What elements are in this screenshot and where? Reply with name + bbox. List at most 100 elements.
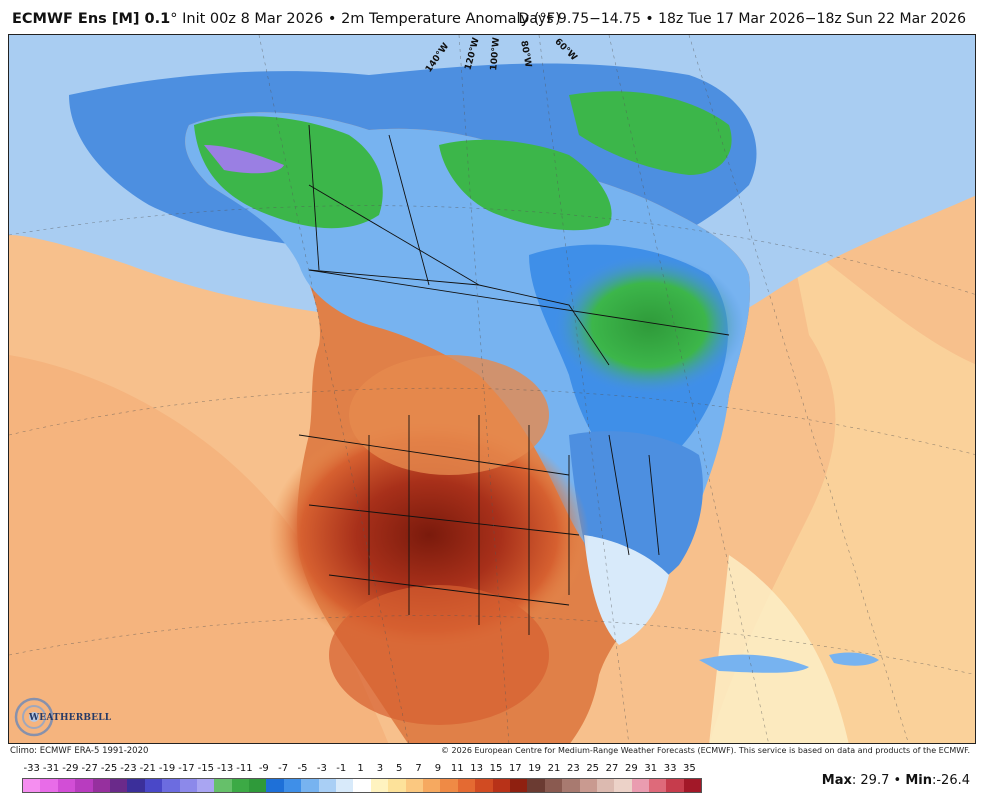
scale-swatch	[179, 779, 197, 792]
climo-note: Climo: ECMWF ERA-5 1991-2020	[10, 746, 149, 756]
scale-swatch	[440, 779, 458, 792]
scale-tick-label: 5	[396, 763, 403, 774]
scale-swatch	[614, 779, 632, 792]
scale-swatch	[422, 779, 441, 792]
graticule	[9, 35, 975, 743]
greenland	[569, 91, 732, 175]
scale-swatch	[492, 779, 510, 792]
scale-tick-label: -29	[62, 763, 79, 774]
scale-tick-label: 17	[508, 763, 522, 774]
temperature-anomaly-map	[9, 35, 975, 743]
header: ECMWF Ens [M] 0.1° Init 00z 8 Mar 2026 •…	[0, 0, 984, 34]
variable-name: 2m Temperature Anomaly (°F)	[341, 11, 561, 27]
cuba	[699, 654, 809, 673]
pacific-warm-band	[9, 355, 389, 743]
scale-swatch	[666, 779, 684, 792]
logo-text: WEATHERBELL	[29, 713, 112, 723]
scale-swatch	[196, 779, 215, 792]
scale-bar	[22, 778, 702, 793]
scale-tick-label: 21	[547, 763, 561, 774]
scale-tick-label: 31	[644, 763, 658, 774]
max-label: Max	[821, 773, 852, 788]
atlantic-pale	[709, 555, 849, 743]
maxmin-sep: •	[893, 773, 902, 788]
scale-swatch	[544, 779, 563, 792]
scale-swatch	[405, 779, 423, 792]
scale-tick-label: -21	[139, 763, 156, 774]
degree-mark: °	[170, 11, 178, 27]
scale-swatch	[683, 779, 702, 792]
scale-swatch	[301, 779, 319, 792]
scale-tick-label: 7	[415, 763, 422, 774]
scale-swatch	[249, 779, 267, 792]
scale-swatch	[144, 779, 163, 792]
copyright-note: © 2026 European Centre for Medium-Range …	[441, 746, 970, 755]
scale-tick-label: -19	[158, 763, 176, 774]
title-bullet: •	[327, 11, 337, 27]
plains-warm	[349, 355, 549, 475]
scale-tick-label: -33	[23, 763, 40, 774]
scale-tick-label: -1	[336, 763, 347, 774]
scale-tick-label: -17	[178, 763, 195, 774]
scale-swatch	[631, 779, 650, 792]
scale-tick-label: -5	[297, 763, 308, 774]
scale-tick-label: -9	[258, 763, 269, 774]
scale-swatch	[336, 779, 354, 792]
scale-tick-label: 25	[586, 763, 600, 774]
weatherbell-logo: WEATHERBELL	[12, 693, 111, 741]
map-title: ECMWF Ens [M] 0.1° Init 00z 8 Mar 2026 •…	[12, 11, 561, 27]
scale-tick-label: -11	[236, 763, 253, 774]
scale-labels: -33 -31 -29 -27 -25 -23 -21 -19 -17 -15 -13 -11 -9 -7…	[14, 763, 704, 777]
scale-swatch	[527, 779, 545, 792]
scale-swatch	[579, 779, 597, 792]
color-scale: -33 -31 -29 -27 -25 -23 -21 -19 -17 -15 -13 -11 -9 -7…	[14, 763, 704, 793]
scale-swatch	[162, 779, 180, 792]
scale-swatch	[127, 779, 145, 792]
scale-swatch	[57, 779, 76, 792]
scale-tick-label: 35	[683, 763, 696, 774]
scale-tick-label: 11	[450, 763, 464, 774]
max-min-summary: Max: 29.7 • Min:-26.4	[821, 773, 970, 788]
scale-tick-label: 1	[357, 763, 364, 774]
arctic-islands-green	[439, 139, 612, 231]
scale-swatch	[318, 779, 337, 792]
scale-tick-label: -25	[100, 763, 118, 774]
scale-tick-label: -27	[81, 763, 98, 774]
scale-swatch	[475, 779, 493, 792]
scale-swatch	[23, 779, 41, 792]
scale-swatch	[40, 779, 58, 792]
mexico-warm	[329, 585, 549, 725]
scale-tick-label: 13	[470, 763, 483, 774]
scale-swatch	[388, 779, 406, 792]
scale-swatch	[92, 779, 110, 792]
scale-tick-label: -15	[197, 763, 214, 774]
scale-tick-label: -3	[316, 763, 327, 774]
scale-swatch	[596, 779, 615, 792]
scale-swatch	[457, 779, 476, 792]
hispaniola	[829, 652, 879, 666]
western-us-hot-core	[269, 415, 589, 655]
scale-swatch	[109, 779, 128, 792]
scale-swatch	[562, 779, 580, 792]
scale-tick-label: 29	[625, 763, 638, 774]
scale-swatch	[231, 779, 250, 792]
scale-swatch	[266, 779, 284, 792]
min-value: -26.4	[936, 773, 970, 788]
logo-swirl-icon	[14, 697, 54, 737]
scale-tick-label: -13	[216, 763, 234, 774]
scale-swatch	[214, 779, 232, 792]
scale-tick-label: 33	[663, 763, 677, 774]
scale-swatch	[353, 779, 371, 792]
scale-tick-label: 3	[376, 763, 384, 774]
min-label: Min	[905, 773, 932, 788]
scale-swatch	[370, 779, 389, 792]
valid-period: Days 9.75−14.75 • 18z Tue 17 Mar 2026−18…	[518, 11, 966, 27]
alaska-purple	[204, 145, 284, 174]
scale-tick-label: 23	[566, 763, 580, 774]
scale-tick-label: 15	[489, 763, 503, 774]
scale-tick-label: 9	[434, 763, 442, 774]
political-borders	[298, 124, 730, 635]
southeast-pale	[584, 535, 669, 645]
scale-tick-label: -31	[42, 763, 60, 774]
scale-swatch	[509, 779, 528, 792]
